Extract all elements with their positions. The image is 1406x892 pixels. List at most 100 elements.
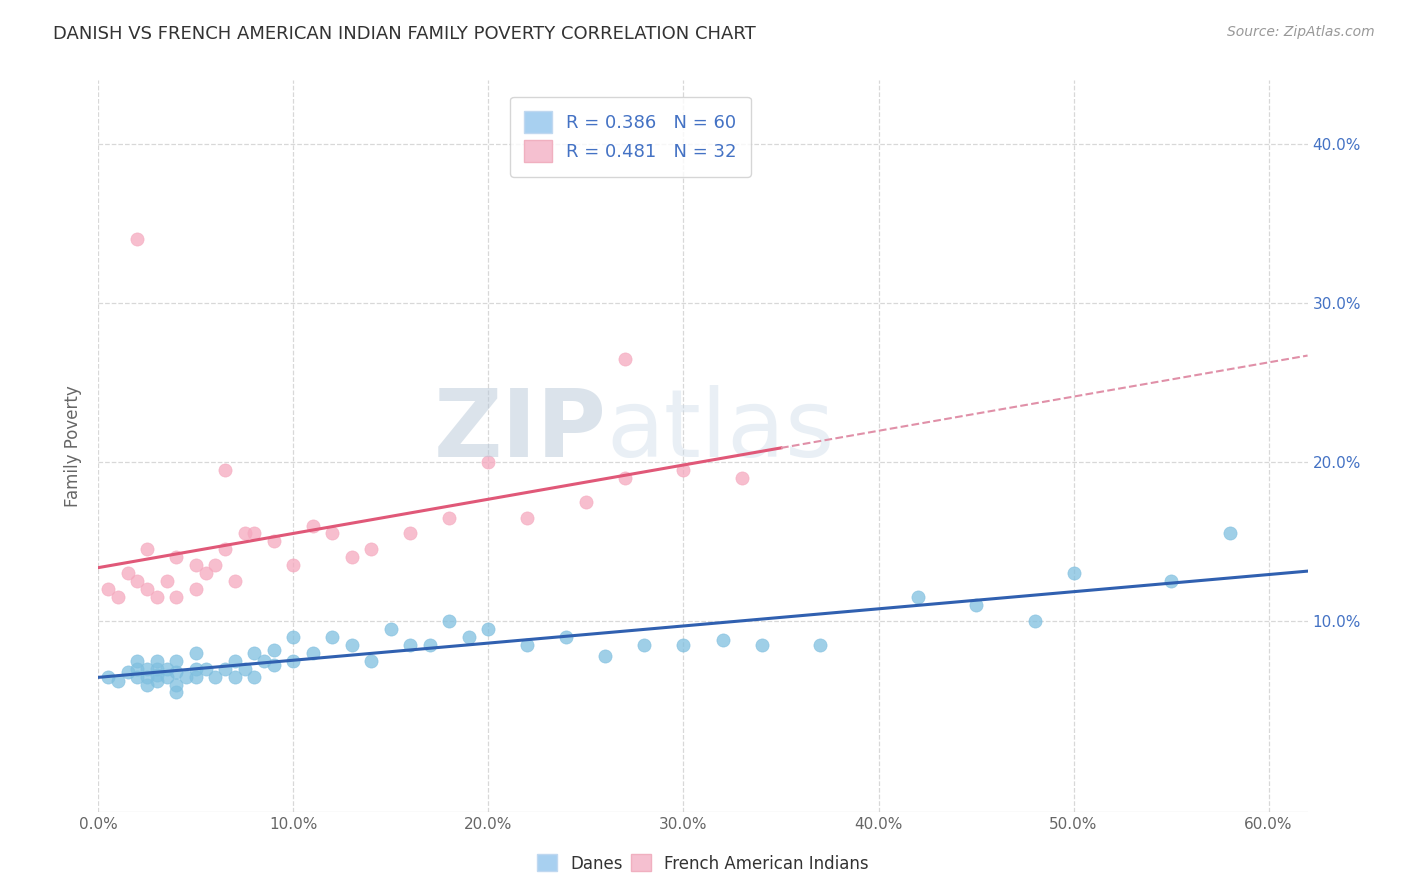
Y-axis label: Family Poverty: Family Poverty	[65, 385, 83, 507]
Point	[731, 471, 754, 485]
Point	[165, 677, 187, 691]
Point	[243, 646, 266, 660]
Point	[107, 674, 129, 689]
Point	[136, 542, 159, 557]
Point	[224, 669, 246, 683]
Point	[243, 526, 266, 541]
Point	[214, 662, 236, 676]
Point	[263, 642, 285, 657]
Point	[224, 654, 246, 668]
Point	[672, 638, 695, 652]
Point	[214, 463, 236, 477]
Point	[555, 630, 578, 644]
Point	[965, 598, 987, 612]
Point	[1024, 614, 1046, 628]
Point	[263, 658, 285, 673]
Point	[127, 232, 149, 246]
Point	[614, 471, 637, 485]
Point	[204, 558, 226, 573]
Point	[174, 669, 197, 683]
Point	[360, 542, 382, 557]
Point	[184, 558, 207, 573]
Point	[321, 630, 343, 644]
Point	[97, 669, 120, 683]
Point	[107, 590, 129, 604]
Point	[165, 550, 187, 565]
Point	[283, 654, 305, 668]
Point	[214, 542, 236, 557]
Point	[127, 662, 149, 676]
Point	[321, 526, 343, 541]
Legend: R = 0.386   N = 60, R = 0.481   N = 32: R = 0.386 N = 60, R = 0.481 N = 32	[510, 96, 751, 177]
Point	[283, 630, 305, 644]
Point	[194, 662, 217, 676]
Point	[127, 669, 149, 683]
Point	[907, 590, 929, 604]
Point	[1063, 566, 1085, 581]
Point	[165, 654, 187, 668]
Point	[340, 638, 363, 652]
Point	[184, 669, 207, 683]
Point	[633, 638, 655, 652]
Legend: Danes, French American Indians: Danes, French American Indians	[530, 847, 876, 880]
Point	[516, 638, 538, 652]
Point	[156, 662, 179, 676]
Point	[136, 677, 159, 691]
Point	[194, 566, 217, 581]
Point	[614, 351, 637, 366]
Point	[399, 638, 422, 652]
Point	[439, 614, 461, 628]
Point	[516, 510, 538, 524]
Point	[751, 638, 773, 652]
Point	[283, 558, 305, 573]
Point	[808, 638, 831, 652]
Point	[419, 638, 441, 652]
Point	[360, 654, 382, 668]
Point	[263, 534, 285, 549]
Point	[1160, 574, 1182, 589]
Text: Source: ZipAtlas.com: Source: ZipAtlas.com	[1227, 25, 1375, 39]
Point	[136, 669, 159, 683]
Point	[477, 622, 499, 636]
Point	[117, 566, 139, 581]
Point	[146, 590, 169, 604]
Point	[458, 630, 481, 644]
Point	[165, 685, 187, 699]
Point	[224, 574, 246, 589]
Point	[97, 582, 120, 596]
Point	[399, 526, 422, 541]
Point	[146, 674, 169, 689]
Point	[575, 494, 598, 508]
Point	[127, 574, 149, 589]
Point	[165, 665, 187, 679]
Point	[477, 455, 499, 469]
Point	[253, 654, 276, 668]
Point	[136, 662, 159, 676]
Point	[595, 648, 617, 663]
Point	[302, 518, 325, 533]
Point	[165, 590, 187, 604]
Point	[146, 654, 169, 668]
Point	[117, 665, 139, 679]
Point	[156, 669, 179, 683]
Point	[184, 662, 207, 676]
Point	[380, 622, 402, 636]
Point	[184, 646, 207, 660]
Point	[672, 463, 695, 477]
Text: atlas: atlas	[606, 385, 835, 477]
Point	[136, 582, 159, 596]
Point	[233, 526, 256, 541]
Point	[1219, 526, 1241, 541]
Point	[711, 632, 734, 647]
Point	[204, 669, 226, 683]
Point	[146, 668, 169, 682]
Point	[302, 646, 325, 660]
Point	[340, 550, 363, 565]
Text: DANISH VS FRENCH AMERICAN INDIAN FAMILY POVERTY CORRELATION CHART: DANISH VS FRENCH AMERICAN INDIAN FAMILY …	[53, 25, 756, 43]
Point	[439, 510, 461, 524]
Point	[127, 654, 149, 668]
Point	[184, 582, 207, 596]
Point	[156, 574, 179, 589]
Point	[233, 662, 256, 676]
Text: ZIP: ZIP	[433, 385, 606, 477]
